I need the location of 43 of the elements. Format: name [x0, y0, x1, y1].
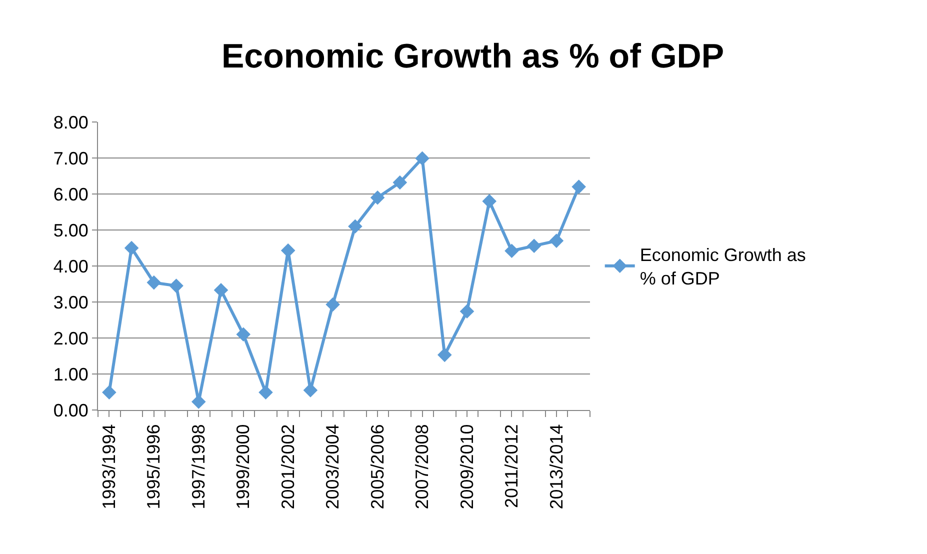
- legend-label: Economic Growth as % of GDP: [640, 245, 806, 289]
- y-tick-label: 7.00: [53, 148, 88, 168]
- point: [214, 282, 228, 298]
- point: [572, 180, 586, 194]
- point: [415, 151, 430, 166]
- point: [146, 275, 162, 290]
- x-tick-label: 2005/2006: [367, 424, 388, 510]
- point: [370, 190, 385, 205]
- point: [124, 240, 139, 256]
- y-tick-label: 5.00: [53, 220, 88, 240]
- point: [348, 219, 362, 234]
- point: [169, 278, 184, 293]
- y-tick-label: 6.00: [53, 184, 88, 204]
- x-tick-label: 1995/1996: [144, 424, 164, 510]
- y-tick-label: 2.00: [53, 328, 88, 348]
- point: [258, 385, 273, 400]
- x-tick-label: 2007/2008: [412, 424, 432, 510]
- x-tick-label: 1999/2000: [233, 424, 254, 510]
- chart-title: Economic Growth as % of GDP: [222, 37, 724, 76]
- x-tick-label: 2013/2014: [546, 424, 566, 510]
- point: [504, 244, 519, 258]
- y-tick-label: 3.00: [53, 292, 88, 312]
- point: [437, 348, 452, 362]
- point: [191, 394, 206, 409]
- point: [460, 304, 474, 319]
- x-tick-label: 2003/2004: [322, 424, 343, 510]
- x-tick-label: 2001/2002: [278, 424, 298, 510]
- x-tick-label: 1997/1998: [188, 424, 208, 510]
- x-tick-label: 1993/1994: [99, 424, 120, 510]
- point: [549, 234, 564, 248]
- x-tick-label: 2009/2010: [456, 424, 477, 510]
- point: [102, 385, 116, 400]
- y-tick-label: 1.00: [53, 364, 88, 384]
- y-tick-label: 8.00: [53, 112, 88, 132]
- y-tick-label: 4.00: [53, 256, 88, 276]
- point: [236, 327, 251, 342]
- point: [303, 383, 318, 398]
- point: [326, 297, 340, 312]
- point: [392, 175, 408, 190]
- y-tick-label: 0.00: [53, 400, 88, 420]
- point: [482, 194, 497, 208]
- point: [526, 238, 542, 253]
- x-tick-label: 2011/2012: [502, 424, 522, 508]
